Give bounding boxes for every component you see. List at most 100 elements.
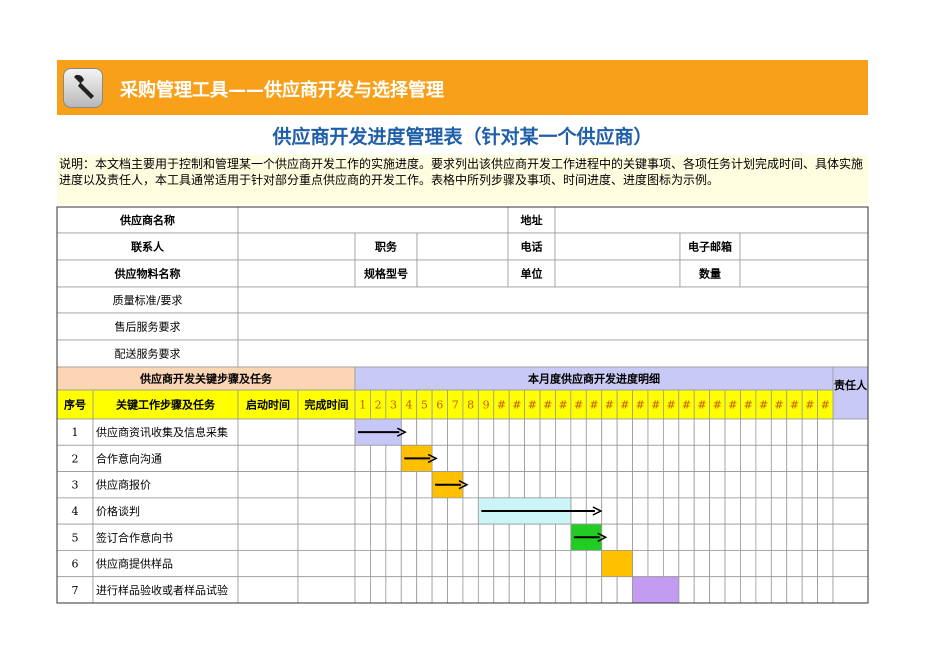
section-header: 本月度供应商开发进度明细 — [528, 372, 660, 386]
cell — [679, 259, 741, 288]
cell — [297, 576, 356, 604]
cell — [786, 497, 803, 525]
cell — [370, 523, 387, 551]
cell-label: 供应物料名称 — [114, 267, 181, 281]
cell — [508, 418, 526, 446]
cell — [616, 523, 633, 551]
day-label: # — [574, 399, 583, 412]
cell — [524, 444, 541, 472]
cell — [297, 389, 356, 420]
cell — [92, 444, 239, 472]
header-bar: 采购管理工具——供应商开发与选择管理 — [57, 60, 868, 115]
header-title: 采购管理工具——供应商开发与选择管理 — [120, 80, 444, 101]
cell — [755, 497, 772, 525]
cell — [370, 444, 387, 472]
cell — [647, 550, 664, 578]
cell — [632, 497, 649, 525]
cell — [92, 389, 239, 420]
cell — [237, 232, 356, 261]
cell — [678, 576, 695, 604]
cell — [56, 523, 94, 551]
cell — [92, 550, 239, 578]
cell — [662, 523, 680, 551]
cell — [724, 444, 741, 472]
cell — [770, 444, 788, 472]
cell — [632, 444, 649, 472]
cell-label: 电子邮箱 — [688, 240, 732, 254]
cell — [709, 497, 726, 525]
cell — [786, 471, 803, 499]
cell-label: 质量标准/要求 — [113, 293, 183, 307]
cell — [693, 497, 711, 525]
cell — [739, 232, 869, 261]
cell — [416, 418, 433, 446]
cell — [237, 312, 869, 341]
cell — [447, 576, 464, 604]
cell — [400, 418, 418, 446]
day-label: 7 — [452, 399, 459, 412]
cell — [416, 576, 433, 604]
cell — [817, 523, 834, 551]
cell — [416, 550, 433, 578]
cell — [297, 497, 356, 525]
cell — [385, 550, 402, 578]
cell — [297, 523, 356, 551]
cell — [616, 576, 633, 604]
cell — [724, 471, 741, 499]
cell — [570, 444, 587, 472]
cell — [647, 523, 664, 551]
cell — [570, 471, 587, 499]
progress-arrowhead — [396, 427, 407, 437]
cell — [662, 550, 680, 578]
cell — [801, 471, 818, 499]
cell — [601, 497, 618, 525]
cell — [354, 523, 371, 551]
day-label: 4 — [405, 399, 412, 412]
task-no: 4 — [72, 505, 79, 518]
cell — [56, 444, 94, 472]
cell — [237, 576, 299, 604]
cell — [493, 523, 510, 551]
cell — [709, 444, 726, 472]
cell — [709, 418, 726, 446]
cell — [817, 471, 834, 499]
cell — [616, 497, 633, 525]
cell — [370, 497, 387, 525]
cell — [832, 366, 869, 420]
cell — [354, 471, 371, 499]
cell — [400, 550, 418, 578]
task-no: 5 — [72, 531, 79, 544]
cell — [555, 471, 572, 499]
cell — [585, 576, 603, 604]
cell — [709, 523, 726, 551]
cell — [724, 418, 741, 446]
cell — [678, 444, 695, 472]
table-border — [56, 206, 869, 604]
cell — [739, 259, 869, 288]
cell — [524, 471, 541, 499]
description: 说明：本文档主要用于控制和管理某一个供应商开发工作的实施进度。要求列出该供应商开… — [57, 155, 868, 205]
cell — [554, 232, 681, 261]
task-name: 价格谈判 — [96, 504, 140, 518]
cell — [370, 576, 387, 604]
cell — [693, 471, 711, 499]
cell — [354, 497, 371, 525]
cell — [801, 444, 818, 472]
cell — [477, 444, 495, 472]
cell — [462, 550, 479, 578]
cell — [416, 232, 509, 261]
cell — [817, 497, 834, 525]
cell-label: 单位 — [521, 267, 543, 281]
cell — [786, 444, 803, 472]
cell — [724, 497, 741, 525]
cell — [447, 523, 464, 551]
cell — [555, 418, 572, 446]
cell — [237, 550, 299, 578]
cell — [462, 497, 479, 525]
cell-label: 供应商名称 — [119, 213, 175, 227]
cell — [554, 259, 681, 288]
page-title: 供应商开发进度管理表（针对某一个供应商） — [272, 126, 653, 148]
cell — [354, 550, 371, 578]
